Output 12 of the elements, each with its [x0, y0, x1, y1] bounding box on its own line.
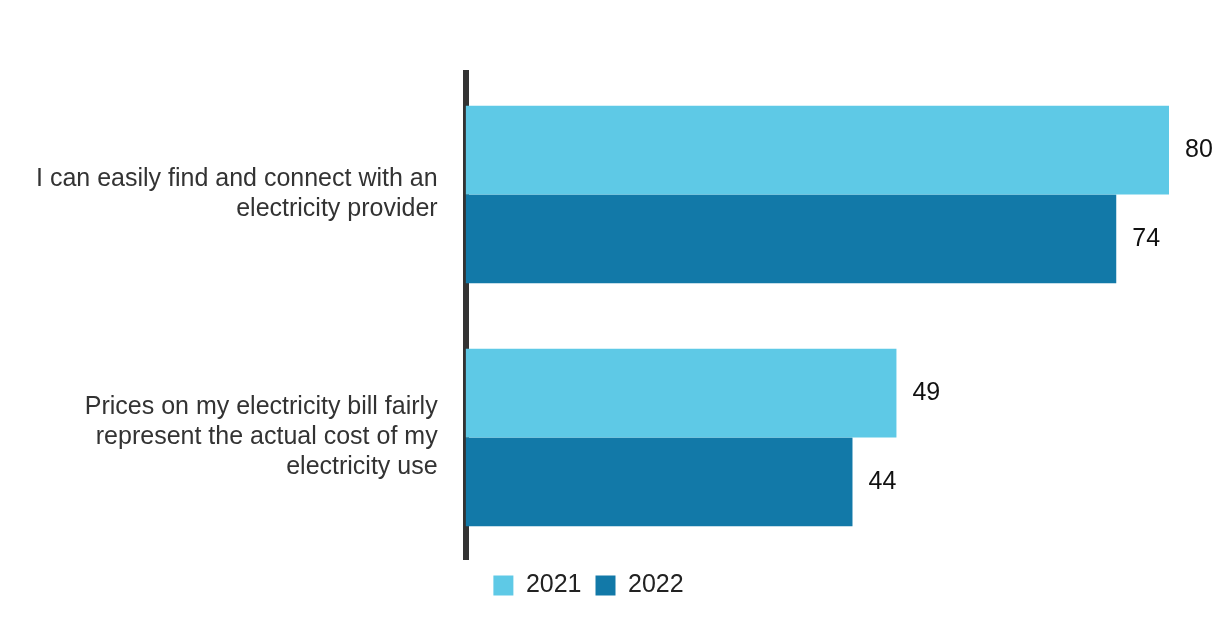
y-tick-label: Prices on my electricity bill fairly represent the actual cost of my electricity use [84, 391, 439, 480]
bar [465, 437, 853, 527]
bar [465, 105, 1169, 195]
data-label: 49 [912, 377, 941, 406]
data-label: 44 [868, 465, 897, 494]
legend-label: 2021 [525, 569, 582, 598]
data-label: 74 [1132, 222, 1161, 251]
bar [465, 194, 1117, 284]
y-tick-label: I can easily find and connect with an electricity provider [36, 163, 438, 222]
bar [465, 348, 897, 438]
data-label: 80 [1185, 134, 1213, 163]
legend-label: 2022 [628, 569, 684, 598]
